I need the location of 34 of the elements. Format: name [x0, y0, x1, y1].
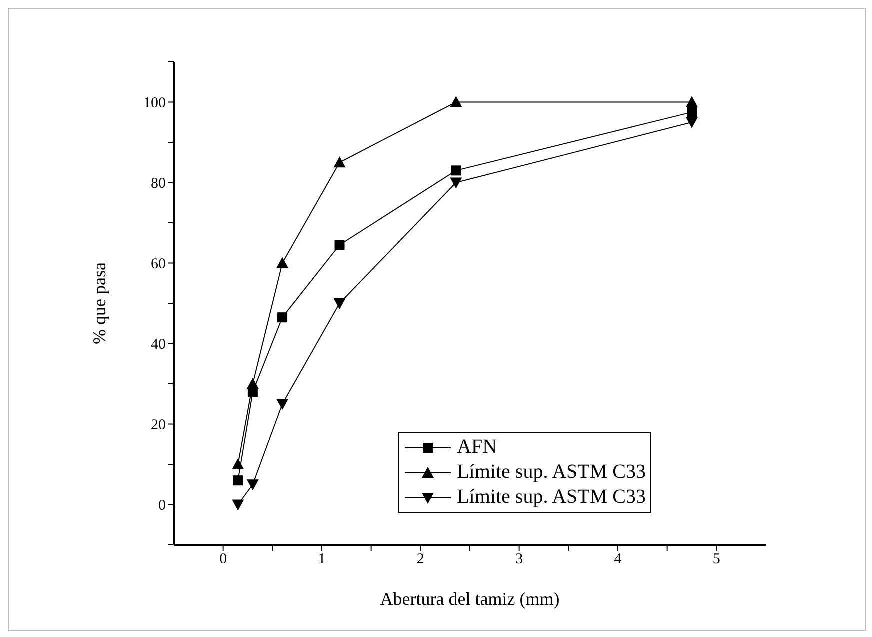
point	[233, 476, 244, 486]
legend-label: Límite sup. ASTM C33	[457, 460, 646, 485]
point	[334, 298, 346, 310]
x-tick-label: 4	[614, 552, 622, 568]
y-tick-label: 80	[151, 176, 166, 192]
point	[451, 166, 462, 176]
legend-label: Límite sup. ASTM C33	[457, 485, 646, 510]
point	[450, 178, 462, 189]
y-tick-label: 100	[144, 96, 166, 112]
point	[686, 96, 698, 108]
x-tick-label: 0	[220, 552, 228, 568]
point	[687, 107, 697, 118]
x-tick-label: 3	[516, 552, 524, 568]
x-axis-title: Abertura del tamiz (mm)	[380, 589, 560, 609]
x-tick-label: 5	[712, 552, 720, 568]
point	[232, 500, 244, 511]
point	[276, 399, 289, 410]
point	[278, 312, 288, 323]
point	[246, 480, 259, 491]
point	[246, 378, 259, 389]
y-tick-label: 60	[151, 256, 166, 273]
point	[450, 96, 462, 108]
y-axis-title: % que pasa	[89, 262, 110, 344]
x-tick-label: 1	[318, 552, 326, 568]
x-tick-label: 2	[416, 552, 424, 568]
point	[686, 117, 698, 128]
y-tick-label: 40	[151, 337, 166, 354]
point	[334, 240, 345, 250]
point	[334, 156, 346, 168]
y-tick-label: 20	[151, 418, 166, 434]
y-tick-label: 0	[158, 498, 166, 514]
point	[276, 257, 289, 268]
legend-label: AFN	[457, 435, 498, 460]
point	[232, 458, 244, 470]
